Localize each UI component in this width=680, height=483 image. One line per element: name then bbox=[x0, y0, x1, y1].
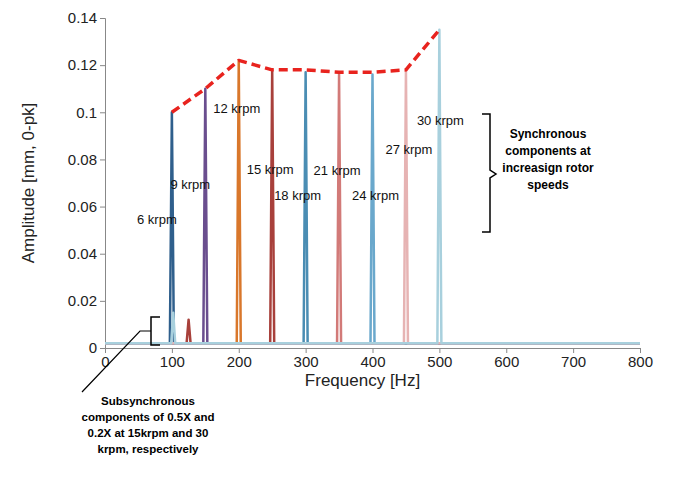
tick-label: 0.12 bbox=[68, 56, 97, 73]
tick: 0.14 bbox=[68, 9, 105, 26]
tick: 400 bbox=[360, 348, 385, 370]
series-label: 9 krpm bbox=[170, 177, 210, 192]
series-label: 15 krpm bbox=[247, 162, 294, 177]
annotation: krpm, respectively bbox=[97, 443, 199, 455]
tick-label: 100 bbox=[160, 353, 185, 370]
tick-label: 0.06 bbox=[68, 198, 97, 215]
tick-label: 700 bbox=[561, 353, 586, 370]
tick-label: 400 bbox=[360, 353, 385, 370]
annotation: 0.2X at 15krpm and 30 bbox=[88, 427, 209, 439]
tick: 0.1 bbox=[76, 104, 105, 121]
axis-line bbox=[100, 19, 106, 349]
tick-mark bbox=[100, 65, 105, 66]
tick-label: 0.14 bbox=[68, 9, 97, 26]
tick: 800 bbox=[628, 348, 653, 370]
chart: 0 100 200 300 400 500 600 700 800 0 0.02 0.04 0.06 0.… bbox=[0, 0, 680, 483]
annotation: components at bbox=[505, 144, 590, 158]
tick: 0.06 bbox=[68, 198, 105, 215]
annotation: increasign rotor bbox=[502, 161, 594, 175]
tick-label: 0.1 bbox=[76, 104, 97, 121]
tick: 500 bbox=[427, 348, 452, 370]
spectrum-line bbox=[105, 75, 640, 344]
tick-mark bbox=[100, 301, 105, 302]
tick-mark bbox=[100, 159, 105, 160]
tick-mark bbox=[100, 348, 105, 349]
spectrum-line bbox=[105, 75, 640, 344]
tick: 0 bbox=[101, 348, 109, 370]
series-label: 12 krpm bbox=[213, 101, 260, 116]
tick: 600 bbox=[494, 348, 519, 370]
tick: 0.04 bbox=[68, 245, 105, 262]
tick: 0.02 bbox=[68, 292, 105, 309]
x-axis-title: Frequency [Hz] bbox=[305, 371, 420, 390]
tick-label: 300 bbox=[294, 353, 319, 370]
series-label: 18 krpm bbox=[274, 188, 321, 203]
brace bbox=[482, 114, 496, 232]
tick-label: 0.08 bbox=[68, 151, 97, 168]
pointer bbox=[82, 331, 151, 392]
spectrum-line bbox=[105, 72, 640, 343]
tick: 100 bbox=[160, 348, 185, 370]
spectrum-line bbox=[105, 70, 640, 343]
tick: 200 bbox=[227, 348, 252, 370]
tick: 0.12 bbox=[68, 56, 105, 73]
series-label: 30 krpm bbox=[417, 113, 464, 128]
spectrum-line bbox=[105, 70, 640, 343]
tick-label: 600 bbox=[494, 353, 519, 370]
plot-area bbox=[105, 30, 640, 344]
x-axis: 0 100 200 300 400 500 600 700 800 bbox=[101, 348, 653, 370]
y-axis: 0 0.02 0.04 0.06 0.08 0.1 0.12 0.14 bbox=[68, 9, 106, 356]
annotation: Subsynchronous bbox=[101, 395, 195, 407]
tick: 0 bbox=[89, 339, 105, 356]
tick: 700 bbox=[561, 348, 586, 370]
annotation: speeds bbox=[527, 178, 569, 192]
tick: 0.08 bbox=[68, 151, 105, 168]
annotation: Synchronous bbox=[510, 127, 587, 141]
tick-label: 0.04 bbox=[68, 245, 97, 262]
tick-label: 800 bbox=[628, 353, 653, 370]
bracket bbox=[151, 317, 160, 345]
tick-label: 200 bbox=[227, 353, 252, 370]
tick-label: 500 bbox=[427, 353, 452, 370]
series-label: 24 krpm bbox=[352, 188, 399, 203]
spectrum-line bbox=[105, 30, 640, 344]
tick-mark bbox=[100, 254, 105, 255]
y-axis-title: Amplitude [mm, 0-pk] bbox=[19, 103, 38, 264]
tick-mark bbox=[100, 112, 105, 113]
tick-mark bbox=[100, 18, 105, 19]
tick-mark bbox=[100, 207, 105, 208]
annotation: components of 0.5X and bbox=[82, 411, 215, 423]
series-label: 21 krpm bbox=[314, 163, 361, 178]
series-label: 27 krpm bbox=[385, 142, 432, 157]
tick-label: 0 bbox=[89, 339, 97, 356]
series-label: 6 krpm bbox=[137, 212, 177, 227]
tick-label: 0.02 bbox=[68, 292, 97, 309]
envelope-line bbox=[172, 30, 440, 113]
tick: 300 bbox=[294, 348, 319, 370]
